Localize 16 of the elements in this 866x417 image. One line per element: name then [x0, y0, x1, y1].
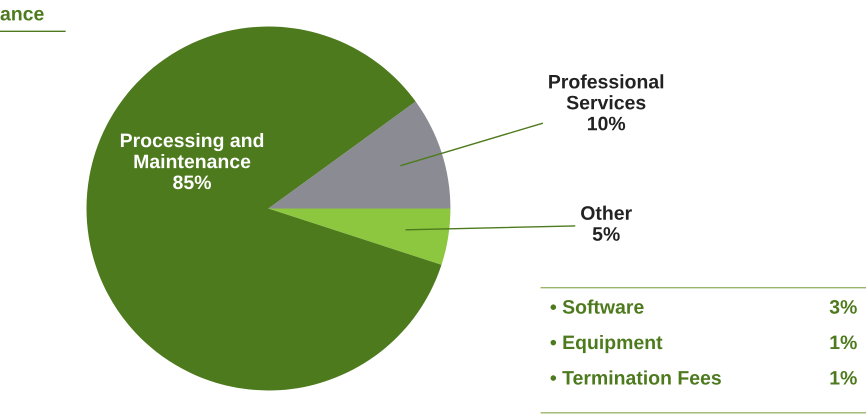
text: 3%	[830, 300, 857, 314]
text: • Equipment	[550, 334, 662, 354]
slice-label: Other	[581, 206, 632, 220]
text: 1%	[830, 370, 857, 385]
text: • Termination Fees	[550, 370, 721, 385]
data-label: 5%	[592, 227, 620, 241]
slice-label: Professional Services	[549, 74, 664, 110]
pie-slice	[268, 208, 450, 265]
slice-label: Processing and Maintenance	[120, 132, 264, 168]
pie-slice	[268, 102, 450, 208]
text: ance	[0, 10, 44, 21]
data-label: 10%	[588, 116, 626, 130]
pie-slice	[86, 26, 442, 390]
text: • Software	[550, 300, 644, 314]
text: 1%	[830, 336, 857, 350]
data-label: 85%	[173, 175, 211, 190]
